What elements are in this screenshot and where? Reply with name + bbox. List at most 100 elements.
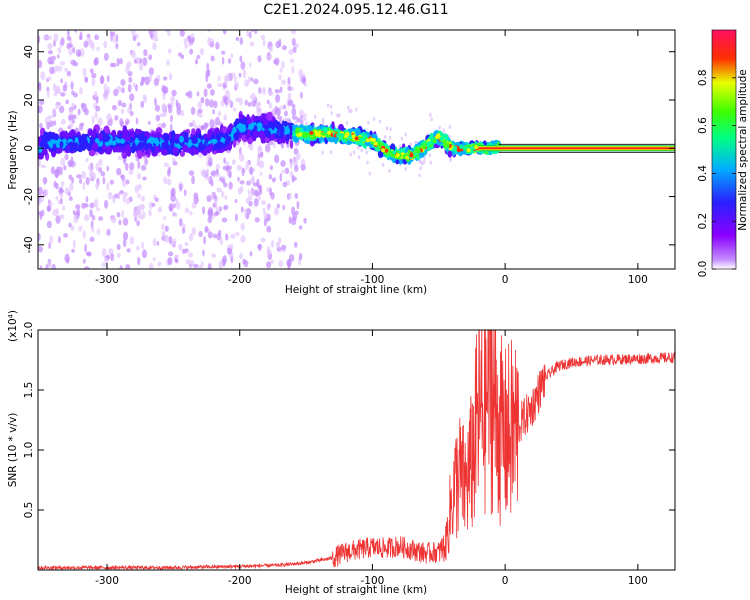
spectrogram-cell — [273, 59, 278, 64]
spectrogram-cell — [45, 263, 49, 269]
spectrogram-cell — [196, 54, 201, 59]
spectrogram-cell — [381, 148, 386, 153]
spectrogram-cell — [443, 140, 448, 145]
spectrogram-cell — [76, 208, 81, 217]
spectrogram-cell — [303, 217, 307, 224]
spectrogram-cell — [209, 118, 215, 128]
spectrogram-cell — [289, 158, 293, 163]
spectrogram-cell — [60, 157, 66, 167]
spectrogram-cell — [423, 155, 426, 160]
spectrogram-cell — [322, 120, 325, 125]
spectrogram-cell — [121, 179, 127, 188]
spectrogram-cell — [252, 182, 259, 187]
snr-x-axis: -300 -200 -100 0 100 — [95, 330, 648, 587]
spectrogram-cell — [137, 150, 143, 160]
spectrogram-cell — [291, 174, 295, 183]
spectrogram-cell — [278, 38, 282, 48]
spectrogram-cell — [70, 225, 75, 231]
spectrogram-cell — [331, 121, 335, 130]
spectrogram-cell — [196, 91, 200, 97]
spectrogram-cell — [52, 107, 57, 116]
spectrogram-cell — [242, 117, 248, 124]
spectrogram-cell — [130, 50, 136, 59]
spectrogram-cell — [447, 150, 453, 158]
spectrogram-cell — [207, 30, 212, 32]
snr-xtick-label: 0 — [502, 575, 509, 587]
spectrogram-cell — [89, 68, 94, 74]
spectrogram-cell — [120, 79, 126, 87]
spectrogram-cell — [117, 192, 121, 200]
spectrogram-cell — [254, 217, 260, 223]
spectrogram-cell — [140, 195, 146, 202]
spectrogram-cell — [226, 247, 233, 255]
spectrogram-cell — [91, 42, 95, 52]
spectrogram-cell — [184, 207, 190, 214]
spectrogram-cell — [128, 76, 133, 83]
spectrogram-cell — [321, 150, 324, 155]
spectrogram-cell — [218, 206, 223, 212]
spectrogram-cell — [350, 108, 353, 113]
spectrogram-cell — [395, 159, 400, 165]
spectrogram-cell — [270, 191, 275, 200]
spectrogram-cell — [215, 211, 220, 216]
spectrogram-cell — [77, 52, 81, 57]
spectrogram-cell — [298, 109, 304, 116]
spectrogram-cell — [81, 141, 87, 151]
spectrogram-cell — [141, 204, 145, 211]
spectrogram-cell — [248, 122, 254, 131]
spectrogram-cell — [111, 216, 117, 224]
spectrogram-cell — [172, 146, 179, 155]
snr-panel: -300 -200 -100 0 100 0.5 1.0 1.5 2.0 Height of … — [7, 310, 676, 596]
spectrogram-cell — [294, 192, 299, 199]
spectrogram-cell — [142, 94, 147, 100]
spectrogram-cell — [38, 35, 41, 44]
spectrogram-cell — [253, 197, 259, 207]
spectrogram-cell — [85, 176, 90, 186]
spectrogram-cell — [264, 137, 270, 143]
spectrogram-cell — [356, 145, 360, 150]
spectrogram-cell — [115, 34, 119, 43]
spectrogram-cell — [38, 246, 43, 253]
spectrogram-cell — [218, 260, 223, 269]
spectrogram-cell — [40, 209, 45, 217]
spectrogram-cell — [281, 244, 287, 251]
colorbar-tick-label: 0.8 — [697, 69, 709, 86]
spectrogram-cell — [282, 181, 288, 188]
spectrogram-cell — [205, 73, 209, 83]
spectrogram-cell — [293, 241, 298, 248]
spectrogram-cell — [388, 135, 392, 140]
spectrogram-cell — [154, 132, 162, 139]
spectrogram-cell — [184, 241, 189, 247]
spectrogram-cell — [338, 113, 341, 118]
spectrogram-cell — [266, 203, 271, 211]
snr-ytick-label: 1.0 — [23, 442, 35, 459]
spectrogram-cell — [267, 54, 272, 60]
spectrogram-cell — [189, 233, 194, 242]
spectrogram-cell — [66, 30, 70, 37]
spectrogram-cell — [68, 131, 74, 138]
spectrogram-cell — [100, 171, 106, 177]
spectrogram-cell — [173, 202, 176, 209]
spectrogram-cell — [127, 83, 132, 93]
spectrogram-cell — [231, 159, 236, 166]
spectrogram-cell — [69, 182, 74, 192]
spectrogram-cell — [279, 86, 283, 93]
spectrogram-cell — [287, 99, 294, 106]
spectrogram-cell — [54, 168, 60, 178]
spectrogram-cell — [81, 202, 86, 209]
spectrogram-cell — [161, 223, 165, 231]
spectrogram-cell — [129, 236, 134, 245]
spectrogram-cell — [296, 200, 300, 210]
spectrogram-cell — [40, 194, 45, 203]
spectrogram-cell — [82, 230, 86, 239]
spectrogram-cell — [154, 97, 157, 106]
spectrogram-cell — [326, 103, 330, 108]
spectrogram-cell — [136, 206, 142, 216]
spectrogram-cell — [200, 125, 205, 130]
spectrogram-cell — [124, 135, 131, 142]
figure-title: C2E1.2024.095.12.46.G11 — [263, 2, 448, 18]
spectrogram-cell — [161, 122, 167, 129]
spectrogram-cell — [91, 227, 95, 233]
spectrogram-cell — [266, 99, 270, 105]
spectrogram-cell — [222, 165, 228, 171]
